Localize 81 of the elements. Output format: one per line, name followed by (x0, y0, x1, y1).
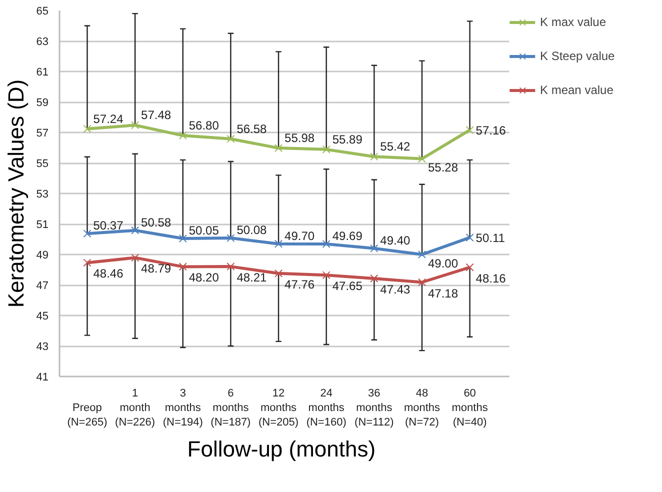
x-tick-label: 24 months (N=160) (306, 388, 346, 428)
point (322, 240, 330, 248)
data-label: 50.08 (236, 223, 268, 238)
point (83, 124, 92, 133)
y-tick-label: 55 (36, 158, 49, 170)
point (83, 258, 92, 267)
data-label: 50.11 (476, 231, 506, 246)
data-label: 49.40 (380, 233, 411, 248)
point (370, 274, 378, 282)
x-tick-label: 12 months (N=205) (258, 388, 299, 428)
y-tick-label: 51 (36, 219, 49, 231)
point (131, 226, 140, 234)
point (466, 234, 474, 242)
x-axis-title: Follow-up (months) (187, 436, 376, 462)
data-label: 47.43 (380, 282, 411, 296)
x-tick-label: 3 months (N=194) (162, 388, 203, 428)
data-label: 56.58 (236, 122, 268, 136)
data-label: 47.65 (332, 279, 363, 294)
y-tick-label: 47 (36, 280, 49, 292)
x-tick-label: 48 months (N=72) (404, 388, 441, 428)
data-label: 57.48 (141, 108, 172, 122)
data-label: 50.58 (141, 215, 172, 230)
point (274, 269, 283, 278)
point (370, 152, 378, 161)
data-label: 50.05 (188, 223, 220, 238)
point (466, 126, 474, 134)
legend-label: K Steep value (540, 49, 615, 63)
x-tick-label: 1 month (N=226) (115, 388, 156, 428)
y-tick-label: 43 (36, 341, 49, 353)
point (418, 154, 426, 163)
data-label: 49.00 (428, 256, 458, 270)
y-axis-title: Keratometry Values (D) (3, 79, 28, 308)
data-label: 57.16 (476, 124, 506, 138)
point (226, 234, 235, 242)
data-label: 55.89 (332, 132, 363, 146)
point (274, 240, 283, 248)
point (83, 230, 92, 238)
data-label: 48.16 (476, 271, 506, 286)
point (226, 134, 235, 143)
data-label: 55.98 (284, 131, 315, 146)
data-label: 49.69 (332, 228, 363, 243)
point (131, 254, 140, 262)
data-label: 48.20 (188, 270, 220, 285)
data-label: 50.37 (93, 218, 124, 233)
y-tick-label: 61 (36, 66, 49, 78)
x-tick-label: 6 months (N=187) (210, 388, 251, 428)
y-tick-label: 59 (36, 97, 49, 109)
data-label: 57.24 (93, 112, 124, 126)
y-tick-label: 45 (36, 310, 49, 322)
point (418, 250, 426, 259)
point (131, 121, 140, 130)
x-tick-label: 60 months (N=40) (452, 388, 488, 428)
data-label: 48.46 (93, 266, 124, 281)
point (322, 271, 330, 280)
point (418, 278, 426, 286)
point (178, 262, 187, 271)
data-label: 49.70 (284, 228, 315, 243)
data-label: 55.28 (428, 160, 458, 175)
y-tick-label: 49 (36, 250, 49, 262)
data-label: 56.80 (188, 118, 220, 133)
data-label: 48.21 (236, 270, 268, 285)
data-label: 55.42 (380, 140, 411, 154)
point (370, 244, 378, 252)
legend-label: K mean value (540, 83, 614, 97)
y-tick-label: 53 (36, 188, 49, 200)
x-tick-label: 36 months (N=112) (354, 388, 394, 428)
point (274, 144, 283, 152)
y-tick-label: 41 (36, 372, 49, 384)
point (178, 132, 187, 140)
y-tick-label: 65 (36, 6, 49, 18)
data-label: 48.79 (141, 262, 172, 276)
data-label: 47.18 (428, 286, 458, 300)
y-tick-label: 57 (36, 128, 49, 140)
legend-label: K max value (540, 15, 606, 29)
point (466, 263, 474, 272)
x-tick-label: Preop (N=265) (67, 402, 108, 428)
point (226, 262, 235, 271)
point (178, 234, 187, 243)
y-tick-label: 63 (36, 36, 49, 48)
point (322, 145, 330, 154)
data-label: 47.76 (284, 277, 315, 292)
